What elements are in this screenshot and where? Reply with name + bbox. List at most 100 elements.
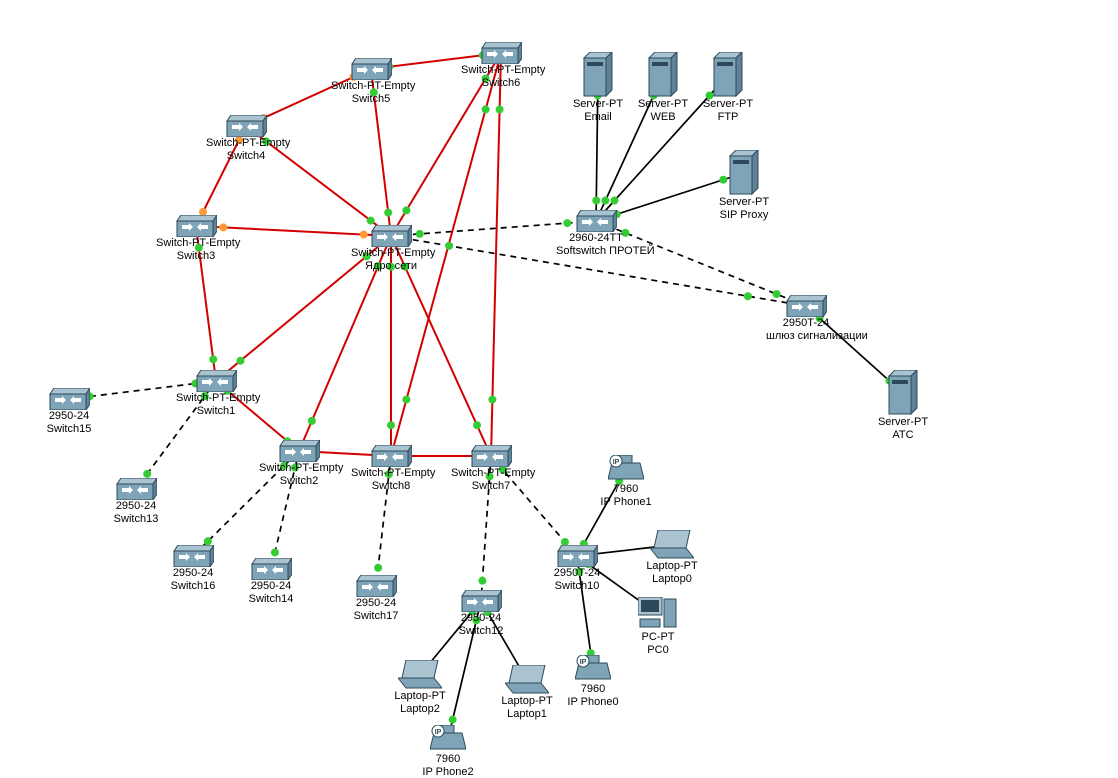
device-label-1: 2960-24TT xyxy=(556,232,636,245)
device-sw3[interactable]: Switch-PT-EmptySwitch3 xyxy=(156,215,236,262)
device-label-1: 2950-24 xyxy=(96,500,176,513)
device-label-1: Switch-PT-Empty xyxy=(176,392,256,405)
switch-icon xyxy=(460,590,502,612)
device-label-1: PC-PT xyxy=(618,631,698,644)
device-label-1: Laptop-PT xyxy=(380,690,460,703)
device-label-2: Softswitch ПРОТЕЙ xyxy=(556,245,636,258)
device-label-1: 2950-24 xyxy=(153,567,233,580)
switch-icon xyxy=(115,478,157,500)
device-label-2: Ядро сети xyxy=(351,260,431,273)
device-ftp[interactable]: Server-PTFTP xyxy=(688,52,768,123)
device-label-1: 7960 xyxy=(408,753,488,766)
device-label-2: Switch14 xyxy=(231,593,311,606)
device-sw14[interactable]: 2950-24Switch14 xyxy=(231,558,311,605)
device-label-1: Switch-PT-Empty xyxy=(351,247,431,260)
laptop-icon xyxy=(398,660,442,690)
switch-icon xyxy=(370,445,412,467)
device-gw[interactable]: 2950T-24шлюз сигнализации xyxy=(766,295,846,342)
device-sip[interactable]: Server-PTSIP Proxy xyxy=(704,150,784,221)
device-label-2: IP Phone1 xyxy=(586,496,666,509)
device-sw12[interactable]: 2950-24Switch12 xyxy=(441,590,521,637)
switch-icon xyxy=(575,210,617,232)
network-canvas: Switch-PT-EmptyЯдро сетиSwitch-PT-EmptyS… xyxy=(0,0,1118,758)
device-sw4[interactable]: Switch-PT-EmptySwitch4 xyxy=(206,115,286,162)
device-label-2: FTP xyxy=(688,111,768,124)
switch-icon xyxy=(250,558,292,580)
switch-icon xyxy=(785,295,827,317)
switch-icon xyxy=(350,58,392,80)
port-dot xyxy=(445,242,453,250)
port-dot xyxy=(209,355,217,363)
port-dot xyxy=(482,105,490,113)
device-label-1: Laptop-PT xyxy=(632,560,712,573)
device-core[interactable]: Switch-PT-EmptyЯдро сети xyxy=(351,225,431,272)
device-label-2: Switch16 xyxy=(153,580,233,593)
port-dot xyxy=(478,577,486,585)
device-laptop1[interactable]: Laptop-PTLaptop1 xyxy=(487,665,567,720)
device-sw15[interactable]: 2950-24Switch15 xyxy=(29,388,109,435)
device-label-1: Switch-PT-Empty xyxy=(331,80,411,93)
port-dot xyxy=(496,105,504,113)
device-pc0[interactable]: PC-PTPC0 xyxy=(618,597,698,656)
port-dot xyxy=(592,197,600,205)
device-laptop2[interactable]: Laptop-PTLaptop2 xyxy=(380,660,460,715)
phone-icon xyxy=(608,455,644,483)
device-sw10[interactable]: 2950T-24Switch10 xyxy=(537,545,617,592)
device-label-1: Laptop-PT xyxy=(487,695,567,708)
device-sw16[interactable]: 2950-24Switch16 xyxy=(153,545,233,592)
device-label-1: Switch-PT-Empty xyxy=(351,467,431,480)
phone-icon xyxy=(575,655,611,683)
port-dot xyxy=(601,197,609,205)
laptop-icon xyxy=(505,665,549,695)
device-sw1[interactable]: Switch-PT-EmptySwitch1 xyxy=(176,370,256,417)
port-dot xyxy=(387,421,395,429)
server-icon xyxy=(887,370,919,416)
switch-icon xyxy=(172,545,214,567)
server-icon xyxy=(582,52,614,98)
port-dot xyxy=(384,209,392,217)
device-label-2: IP Phone2 xyxy=(408,766,488,778)
device-phone1[interactable]: 7960IP Phone1 xyxy=(586,455,666,508)
device-sw13[interactable]: 2950-24Switch13 xyxy=(96,478,176,525)
device-label-1: Switch-PT-Empty xyxy=(156,237,236,250)
device-label-1: 2950T-24 xyxy=(766,317,846,330)
device-sw5[interactable]: Switch-PT-EmptySwitch5 xyxy=(331,58,411,105)
device-sw8[interactable]: Switch-PT-EmptySwitch8 xyxy=(351,445,431,492)
port-dot xyxy=(271,548,279,556)
device-atc[interactable]: Server-PTATC xyxy=(863,370,943,441)
server-icon xyxy=(647,52,679,98)
device-label-1: Server-PT xyxy=(863,416,943,429)
switch-icon xyxy=(175,215,217,237)
device-sw7[interactable]: Switch-PT-EmptySwitch7 xyxy=(451,445,531,492)
device-sw2[interactable]: Switch-PT-EmptySwitch2 xyxy=(259,440,339,487)
device-label-2: шлюз сигнализации xyxy=(766,330,846,343)
switch-icon xyxy=(480,42,522,64)
device-label-2: Switch8 xyxy=(351,480,431,493)
device-label-2: Switch3 xyxy=(156,250,236,263)
device-label-1: 2950-24 xyxy=(441,612,521,625)
device-label-1: Switch-PT-Empty xyxy=(461,64,541,77)
device-softswitch[interactable]: 2960-24TTSoftswitch ПРОТЕЙ xyxy=(556,210,636,257)
device-label-2: Switch10 xyxy=(537,580,617,593)
device-laptop0[interactable]: Laptop-PTLaptop0 xyxy=(632,530,712,585)
port-dot xyxy=(402,206,410,214)
switch-icon xyxy=(195,370,237,392)
device-label-1: Switch-PT-Empty xyxy=(451,467,531,480)
device-label-1: Switch-PT-Empty xyxy=(206,137,286,150)
device-phone2[interactable]: 7960IP Phone2 xyxy=(408,725,488,778)
device-label-2: Switch17 xyxy=(336,610,416,623)
device-label-2: Switch15 xyxy=(29,423,109,436)
pc-icon xyxy=(638,597,678,631)
device-sw6[interactable]: Switch-PT-EmptySwitch6 xyxy=(461,42,541,89)
device-label-2: Switch6 xyxy=(461,77,541,90)
server-icon xyxy=(712,52,744,98)
device-label-1: 2950T-24 xyxy=(537,567,617,580)
device-sw17[interactable]: 2950-24Switch17 xyxy=(336,575,416,622)
device-label-1: Server-PT xyxy=(688,98,768,111)
device-label-1: Server-PT xyxy=(704,196,784,209)
port-dot xyxy=(488,396,496,404)
device-label-1: 7960 xyxy=(586,483,666,496)
switch-icon xyxy=(470,445,512,467)
device-label-2: Switch1 xyxy=(176,405,256,418)
switch-icon xyxy=(278,440,320,462)
